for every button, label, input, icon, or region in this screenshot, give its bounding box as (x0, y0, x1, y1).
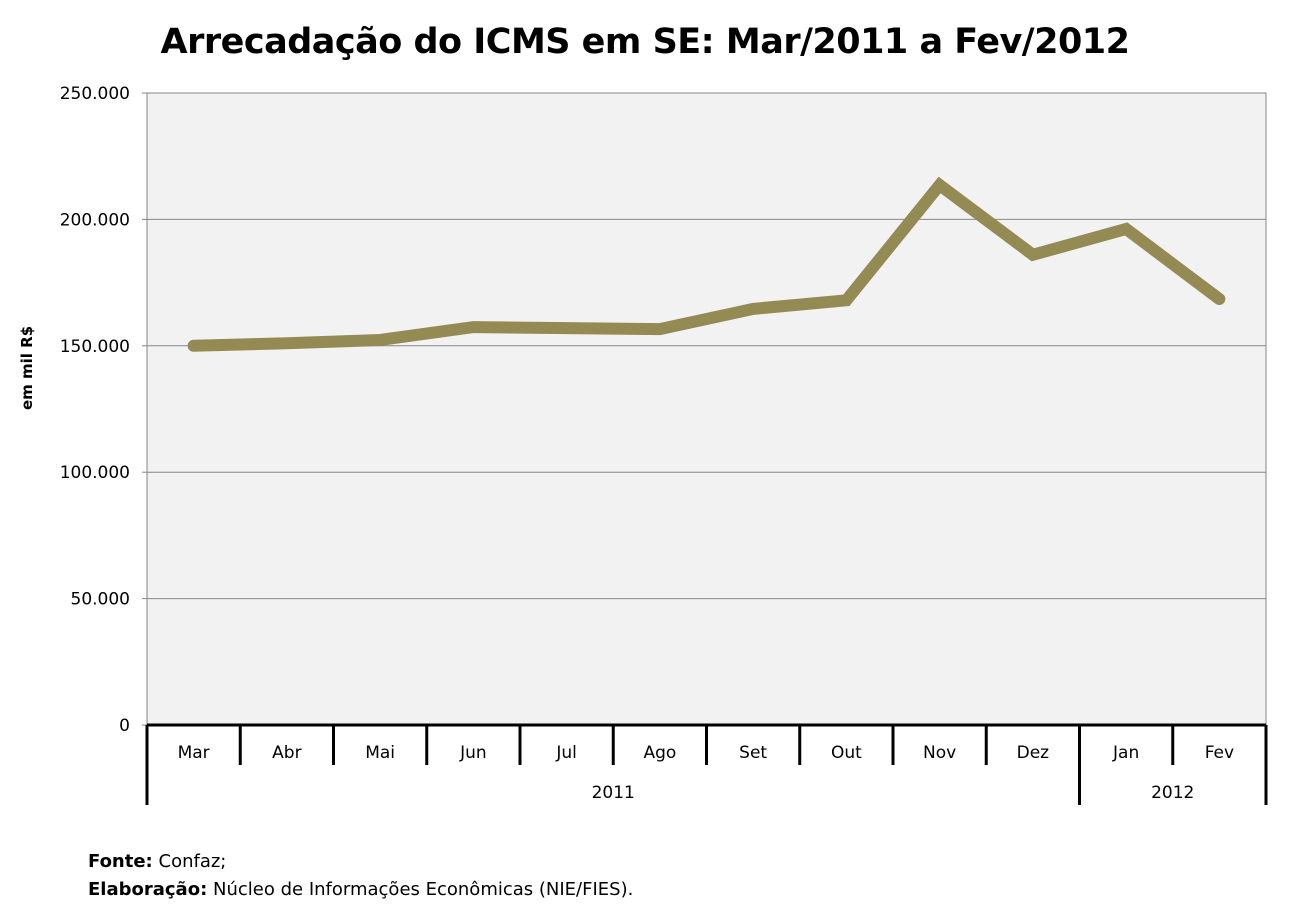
y-axis-label: em mil R$ (18, 325, 36, 410)
credit-note: Elaboração: Núcleo de Informações Econôm… (88, 879, 633, 900)
x-tick-label: Jun (459, 743, 487, 763)
credit-label: Elaboração: (88, 879, 208, 900)
credit-value: Núcleo de Informações Econômicas (NIE/FI… (213, 879, 634, 900)
source-value: Confaz; (158, 851, 227, 872)
x-group-label: 2011 (592, 783, 635, 803)
x-tick-label: Nov (923, 743, 956, 763)
x-tick-label: Jul (555, 743, 577, 763)
x-tick-label: Mai (365, 743, 395, 763)
y-tick-label: 150.000 (60, 337, 130, 357)
x-tick-label: Fev (1205, 743, 1234, 763)
y-tick-label: 250.000 (60, 84, 130, 104)
chart-title: Arrecadação do ICMS em SE: Mar/2011 a Fe… (160, 22, 1130, 62)
y-tick-label: 200.000 (60, 210, 130, 230)
x-tick-label: Abr (272, 743, 301, 763)
series-line (187, 176, 1226, 352)
y-tick-label: 50.000 (71, 590, 130, 610)
x-tick-label: Set (739, 743, 767, 763)
x-tick-label: Dez (1017, 743, 1050, 763)
y-tick-label: 0 (119, 716, 130, 736)
source-note: Fonte: Confaz; (88, 851, 226, 872)
x-group-label: 2012 (1151, 783, 1194, 803)
plot-area (146, 92, 1267, 726)
x-tick-label: Ago (643, 743, 676, 763)
x-tick-label: Out (831, 743, 862, 763)
source-label: Fonte: (88, 851, 153, 872)
y-tick-label: 100.000 (60, 463, 130, 483)
x-tick-label: Jan (1112, 743, 1139, 763)
x-tick-label: Mar (178, 743, 210, 763)
